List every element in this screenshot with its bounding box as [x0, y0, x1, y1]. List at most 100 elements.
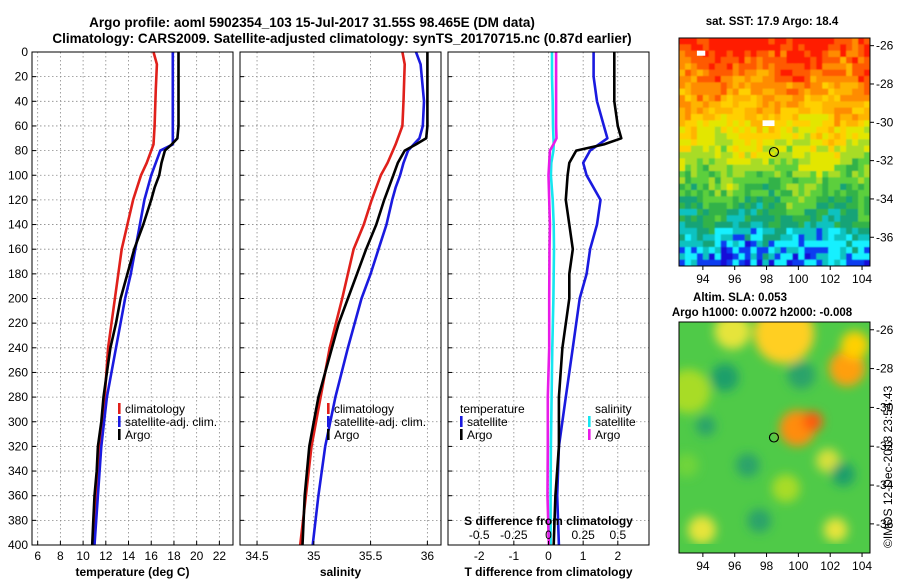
- sst-cell: [708, 44, 716, 52]
- sst-cell: [786, 88, 794, 96]
- sst-cell: [690, 240, 698, 248]
- sst-cell: [732, 38, 740, 45]
- sst-cell: [738, 183, 746, 191]
- sst-cell: [858, 171, 865, 178]
- sst-cell: [852, 158, 859, 166]
- x-tick-label: 16: [145, 549, 159, 563]
- sst-cell: [816, 38, 823, 45]
- sst-cell: [732, 253, 740, 261]
- sst-cell: [846, 63, 853, 71]
- sst-cell: [840, 107, 847, 115]
- map-x-tick-label: 94: [696, 559, 710, 573]
- sst-cell: [708, 38, 716, 45]
- sst-cell: [858, 209, 865, 216]
- sst-cell: [732, 183, 740, 191]
- sst-cell: [714, 38, 722, 45]
- sst-cell: [858, 69, 865, 77]
- sst-cell: [798, 215, 805, 223]
- sst-cell: [804, 247, 811, 254]
- sst-cell: [828, 183, 835, 191]
- sst-cell: [679, 152, 686, 159]
- sst-cell: [804, 158, 811, 166]
- sst-cell: [846, 88, 853, 96]
- sst-cell: [798, 139, 805, 147]
- sst-cell: [828, 259, 835, 266]
- sst-cell: [846, 228, 853, 235]
- sst-cell: [840, 209, 847, 216]
- x-tick-label: 2: [614, 549, 621, 563]
- sst-cell: [714, 44, 722, 52]
- sst-cell: [804, 114, 811, 121]
- sst-cell: [858, 183, 865, 191]
- sst-cell: [780, 202, 788, 210]
- sst-cell: [780, 215, 788, 223]
- sst-cell: [679, 120, 686, 128]
- x-tick-label: -1: [509, 549, 520, 563]
- sst-cell: [762, 133, 770, 140]
- sst-cell: [834, 145, 841, 153]
- sst-cell: [768, 196, 776, 204]
- sst-cell: [690, 158, 698, 166]
- x2-tick-label: 0.25: [571, 528, 595, 542]
- sst-cell: [780, 95, 788, 102]
- sst-cell: [720, 44, 728, 52]
- sst-cell: [768, 177, 776, 185]
- sst-cell: [798, 209, 805, 216]
- series-line-argo: [90, 52, 180, 546]
- y-tick-label: 160: [8, 242, 28, 256]
- sst-cell: [852, 120, 859, 128]
- sst-cell: [738, 126, 746, 134]
- sst-cell: [720, 76, 728, 83]
- sst-cell: [756, 145, 764, 153]
- sst-cell: [714, 88, 722, 96]
- map-x-tick-label: 94: [696, 272, 710, 286]
- sst-cell: [762, 183, 770, 191]
- sst-cell: [750, 228, 758, 235]
- sst-cell: [720, 114, 728, 121]
- sst-cell: [804, 107, 811, 115]
- sst-cell: [780, 114, 788, 121]
- sst-cell: [810, 196, 817, 204]
- sst-cell: [726, 114, 734, 121]
- sst-cell: [732, 88, 740, 96]
- sst-cell: [750, 57, 758, 64]
- sst-cell: [804, 139, 811, 147]
- legend-swatch: [118, 429, 121, 440]
- sst-cell: [762, 57, 770, 64]
- sst-cell: [822, 114, 829, 121]
- sst-cell: [726, 196, 734, 204]
- sst-cell: [822, 44, 829, 52]
- sst-cell: [714, 95, 722, 102]
- sst-cell: [834, 196, 841, 204]
- y-tick-label: 60: [15, 119, 29, 133]
- sst-cell: [696, 101, 704, 109]
- sst-cell: [768, 114, 776, 121]
- sst-cell: [810, 177, 817, 185]
- sst-cell: [804, 101, 811, 109]
- sst-cell: [708, 152, 716, 159]
- sst-cell: [792, 202, 799, 210]
- y-tick-label: 320: [8, 439, 28, 453]
- sst-cell: [864, 126, 870, 134]
- sst-cell: [738, 88, 746, 96]
- sst-cell: [798, 120, 805, 128]
- sst-cell: [780, 228, 788, 235]
- sst-cell: [792, 82, 799, 90]
- sst-cell: [864, 120, 870, 128]
- sst-cell: [828, 240, 835, 248]
- sst-cell: [798, 247, 805, 254]
- sst-cell: [798, 190, 805, 197]
- sst-cell: [708, 76, 716, 83]
- sst-cell: [744, 228, 752, 235]
- sst-cell: [696, 107, 704, 115]
- sst-cell: [738, 240, 746, 248]
- sst-cell: [786, 259, 794, 266]
- sst-cell: [828, 221, 835, 229]
- sst-cell: [822, 240, 829, 248]
- sst-cell: [780, 139, 788, 147]
- sst-cell: [720, 57, 728, 64]
- sst-cell: [738, 44, 746, 52]
- sst-map-title: sat. SST: 17.9 Argo: 18.4: [706, 16, 839, 28]
- sst-cell: [828, 38, 835, 45]
- sst-cell: [690, 63, 698, 71]
